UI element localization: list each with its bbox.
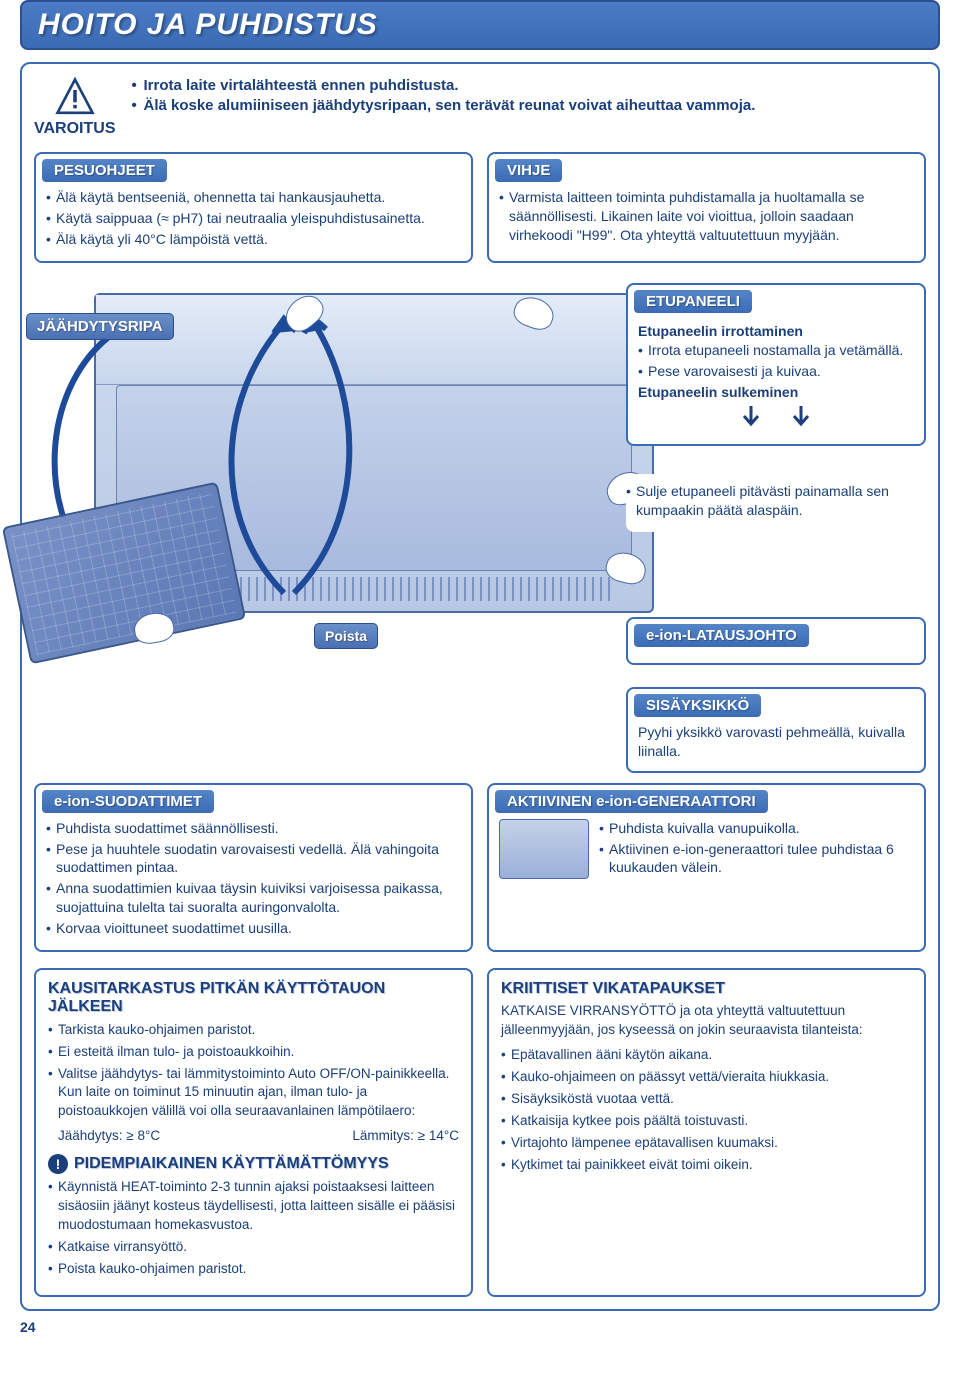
diagram-area: JÄÄHDYTYSRIPA Poista ETUPANEELI Etupanee…	[34, 273, 926, 773]
sisayksikko-title: SISÄYKSIKKÖ	[634, 694, 761, 717]
arrow-icon	[234, 303, 454, 603]
eion-suodattimet-title: e-ion-SUODATTIMET	[42, 790, 214, 813]
list-item: Älä käytä yli 40°C lämpöistä vettä.	[46, 230, 461, 249]
list-item: Katkaise virransyöttö.	[48, 1238, 459, 1257]
warning-bullet: Älä koske alumiiniseen jäähdytysripaan, …	[131, 96, 926, 116]
sisayksikko-box: SISÄYKSIKKÖ Pyyhi yksikkö varovasti pehm…	[626, 687, 926, 773]
warning-bullet: Irrota laite virtalähteestä ennen puhdis…	[131, 76, 926, 96]
list-item: Varmista laitteen toiminta puhdistamalla…	[499, 188, 914, 245]
list-item: Ei esteitä ilman tulo- ja poistoaukkoihi…	[48, 1043, 459, 1062]
kriittiset-title: KRIITTISET VIKATAPAUKSET	[501, 980, 912, 998]
aktiivinen-title: AKTIIVINEN e-ion-GENERAATTORI	[495, 790, 768, 813]
manual-page: HOITO JA PUHDISTUS VAROITUS Irrota laite…	[0, 0, 960, 1355]
list-item: Epätavallinen ääni käytön aikana.	[501, 1046, 912, 1065]
gen-row: Puhdista kuivalla vanupuikolla. Aktiivin…	[499, 819, 914, 880]
sisayksikko-text: Pyyhi yksikkö varovasti pehmeällä, kuiva…	[638, 723, 914, 761]
list-item: Virtajohto lämpenee epätavallisen kuumak…	[501, 1134, 912, 1153]
content-frame: VAROITUS Irrota laite virtalähteestä enn…	[20, 62, 940, 1311]
lower-left-col: e-ion-SUODATTIMET Puhdista suodattimet s…	[34, 783, 473, 952]
list-item: Valitse jäähdytys- tai lämmitystoiminto …	[48, 1065, 459, 1122]
list-item: Katkaisija kytkee pois päältä toistuvast…	[501, 1112, 912, 1131]
eion-latausjohto-box: e-ion-LATAUSJOHTO	[626, 617, 926, 665]
down-arrow-icon	[736, 404, 766, 430]
warning-label: VAROITUS	[34, 120, 115, 138]
aktiivinen-box: AKTIIVINEN e-ion-GENERAATTORI Puhdista k…	[487, 783, 926, 952]
list-item: Kytkimet tai painikkeet eivät toimi oike…	[501, 1156, 912, 1175]
kausitarkastus-box: KAUSITARKASTUS PITKÄN KÄYTTÖTAUON JÄLKEE…	[34, 968, 473, 1297]
pidempi-title: PIDEMPIAIKAINEN KÄYTTÄMÄTTÖMYYS	[74, 1155, 389, 1173]
pesuohjeet-box: PESUOHJEET Älä käytä bentseeniä, ohennet…	[34, 152, 473, 263]
eion-suodattimet-list: Puhdista suodattimet säännöllisesti. Pes…	[46, 819, 461, 938]
temp-diff-row: Jäähdytys: ≥ 8°C Lämmitys: ≥ 14°C	[48, 1127, 459, 1146]
list-item: Pese varovaisesti ja kuivaa.	[638, 362, 914, 381]
kriittiset-lead: KATKAISE VIRRANSYÖTTÖ ja ota yhteyttä va…	[501, 1002, 912, 1040]
list-item: Älä käytä bentseeniä, ohennetta tai hank…	[46, 188, 461, 207]
kausitarkastus-title: KAUSITARKASTUS PITKÄN KÄYTTÖTAUON JÄLKEE…	[48, 980, 459, 1017]
diagram-right-boxes: ETUPANEELI Etupaneelin irrottaminen Irro…	[626, 273, 926, 533]
poista-label: Poista	[314, 623, 378, 649]
close-arrows	[638, 404, 914, 430]
exclamation-icon: !	[48, 1154, 68, 1174]
cool-temp: Jäähdytys: ≥ 8°C	[58, 1127, 160, 1146]
vihje-title: VIHJE	[495, 159, 562, 182]
list-item: Korvaa vioittuneet suodattimet uusilla.	[46, 919, 461, 938]
etupaneeli-close-note: Sulje etupaneeli pitävästi painamalla se…	[626, 474, 926, 532]
etupaneeli-list1: Irrota etupaneeli nostamalla ja vetämäll…	[638, 341, 914, 381]
list-item: Käynnistä HEAT-toiminto 2-3 tunnin ajaks…	[48, 1178, 459, 1235]
list-item: Puhdista suodattimet säännöllisesti.	[46, 819, 461, 838]
generator-illustration	[499, 819, 589, 879]
lower-row: e-ion-SUODATTIMET Puhdista suodattimet s…	[34, 783, 926, 952]
kriittiset-list: Epätavallinen ääni käytön aikana. Kauko-…	[501, 1046, 912, 1174]
heat-temp: Lämmitys: ≥ 14°C	[352, 1127, 459, 1146]
vihje-box: VIHJE Varmista laitteen toiminta puhdist…	[487, 152, 926, 263]
list-item: Käytä saippuaa (≈ pH7) tai neutraalia yl…	[46, 209, 461, 228]
vihje-list: Varmista laitteen toiminta puhdistamalla…	[499, 188, 914, 245]
etupaneeli-sub1: Etupaneelin irrottaminen	[638, 323, 914, 339]
pidempi-heading: ! PIDEMPIAIKAINEN KÄYTTÄMÄTTÖMYYS	[48, 1154, 459, 1174]
etupaneeli-box: ETUPANEELI Etupaneelin irrottaminen Irro…	[626, 283, 926, 447]
etupaneeli-title: ETUPANEELI	[634, 290, 752, 313]
list-item: Puhdista kuivalla vanupuikolla.	[599, 819, 914, 838]
warning-row: VAROITUS Irrota laite virtalähteestä enn…	[34, 76, 926, 138]
pesuohjeet-title: PESUOHJEET	[42, 159, 167, 182]
list-item: Sisäyksiköstä vuotaa vettä.	[501, 1090, 912, 1109]
aktiivinen-list: Puhdista kuivalla vanupuikolla. Aktiivin…	[599, 819, 914, 880]
eion-latausjohto-title: e-ion-LATAUSJOHTO	[634, 624, 809, 647]
list-item: Poista kauko-ohjaimen paristot.	[48, 1260, 459, 1279]
pidempi-list: Käynnistä HEAT-toiminto 2-3 tunnin ajaks…	[48, 1178, 459, 1278]
list-item: Irrota etupaneeli nostamalla ja vetämäll…	[638, 341, 914, 360]
warning-icon	[54, 76, 96, 118]
bottom-row: KAUSITARKASTUS PITKÄN KÄYTTÖTAUON JÄLKEE…	[34, 968, 926, 1297]
list-item: Pese ja huuhtele suodatin varovaisesti v…	[46, 840, 461, 878]
kausitarkastus-list: Tarkista kauko-ohjaimen paristot. Ei est…	[48, 1021, 459, 1121]
page-title: HOITO JA PUHDISTUS	[38, 8, 922, 42]
list-item: Sulje etupaneeli pitävästi painamalla se…	[626, 482, 916, 520]
jaahdytysripa-label: JÄÄHDYTYSRIPA	[26, 313, 174, 340]
down-arrow-icon	[786, 404, 816, 430]
pesuohjeet-list: Älä käytä bentseeniä, ohennetta tai hank…	[46, 188, 461, 249]
title-bar: HOITO JA PUHDISTUS	[20, 0, 940, 50]
warning-label-block: VAROITUS	[34, 76, 115, 138]
list-item: Kauko-ohjaimeen on päässyt vettä/vierait…	[501, 1068, 912, 1087]
list-item: Anna suodattimien kuivaa täysin kuiviksi…	[46, 879, 461, 917]
top-two-col: PESUOHJEET Älä käytä bentseeniä, ohennet…	[34, 152, 926, 263]
list-item: Tarkista kauko-ohjaimen paristot.	[48, 1021, 459, 1040]
lower-right-col: AKTIIVINEN e-ion-GENERAATTORI Puhdista k…	[487, 783, 926, 952]
eion-suodattimet-box: e-ion-SUODATTIMET Puhdista suodattimet s…	[34, 783, 473, 952]
kriittiset-box: KRIITTISET VIKATAPAUKSET KATKAISE VIRRAN…	[487, 968, 926, 1297]
warning-bullets: Irrota laite virtalähteestä ennen puhdis…	[131, 76, 926, 138]
close-items: Sulje etupaneeli pitävästi painamalla se…	[626, 482, 916, 520]
page-number: 24	[20, 1319, 940, 1335]
list-item: Aktiivinen e-ion-generaattori tulee puhd…	[599, 840, 914, 878]
etupaneeli-sub2: Etupaneelin sulkeminen	[638, 384, 914, 400]
